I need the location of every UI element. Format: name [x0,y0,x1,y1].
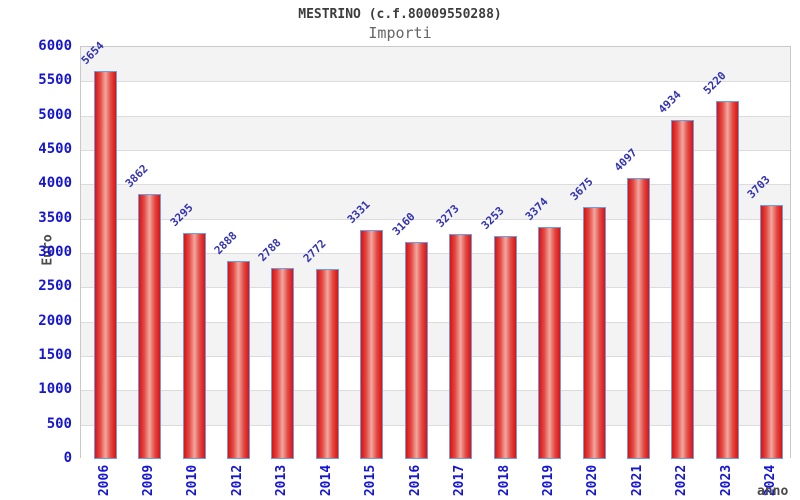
grid-line [81,115,790,117]
chart-subtitle: Importi [368,24,432,42]
x-tick-label: 2006 [96,464,112,496]
y-tick-label: 1500 [38,347,72,363]
y-tick-label: 2000 [38,312,72,329]
grid-line [81,390,790,392]
bar [760,204,784,459]
y-tick-label: 6000 [38,38,72,54]
grid-band [81,81,790,116]
y-tick-label: 4500 [38,141,72,157]
grid-line [81,150,790,151]
bar [626,177,650,459]
bar [315,268,339,459]
x-tick-label: 2023 [718,464,734,496]
x-tick-label: 2020 [585,464,601,496]
x-tick-label: 2016 [407,464,423,496]
bar [182,232,206,459]
y-tick-label: 0 [63,450,72,466]
bar [671,120,695,459]
plot-area [80,46,791,459]
x-tick-label: 2022 [674,464,690,496]
x-tick-label: 2019 [541,464,557,496]
grid-line [81,253,790,254]
y-tick-label: 5500 [38,72,72,89]
y-tick-label: 500 [46,415,72,432]
x-tick-label: 2017 [452,464,468,496]
x-tick-label: 2021 [629,464,645,496]
grid-line [81,81,790,83]
y-tick-label: 4000 [38,175,72,192]
grid-line [81,184,790,186]
bar [93,70,117,459]
y-tick-label: 2500 [38,278,72,295]
bar [582,206,606,459]
bar [360,230,384,459]
y-tick-label: 3500 [38,209,72,226]
x-tick-label: 2012 [230,464,246,496]
bar [715,100,739,459]
grid-line [81,321,790,323]
grid-band [81,47,790,82]
y-tick-label: 3000 [38,244,72,260]
bar [538,227,562,459]
y-tick-label: 1000 [38,381,72,398]
x-tick-label: 2015 [363,464,379,496]
bar [271,267,295,459]
grid-line [81,424,790,426]
grid-line [81,356,790,357]
bar [493,235,517,459]
x-tick-label: 2009 [141,464,157,496]
chart-title: MESTRINO (c.f.80009550288) [298,7,502,22]
y-tick-label: 5000 [38,106,72,123]
bar [227,260,251,459]
bar [138,193,162,459]
bar [404,242,428,459]
grid-line [81,287,790,289]
grid-line [81,218,790,220]
x-tick-label: 2013 [274,464,290,496]
bar [449,234,473,459]
x-tick-label: 2010 [185,464,201,496]
x-tick-label: 2018 [496,464,512,496]
x-tick-label: 2014 [318,464,334,496]
x-axis-label: anno [757,484,789,499]
